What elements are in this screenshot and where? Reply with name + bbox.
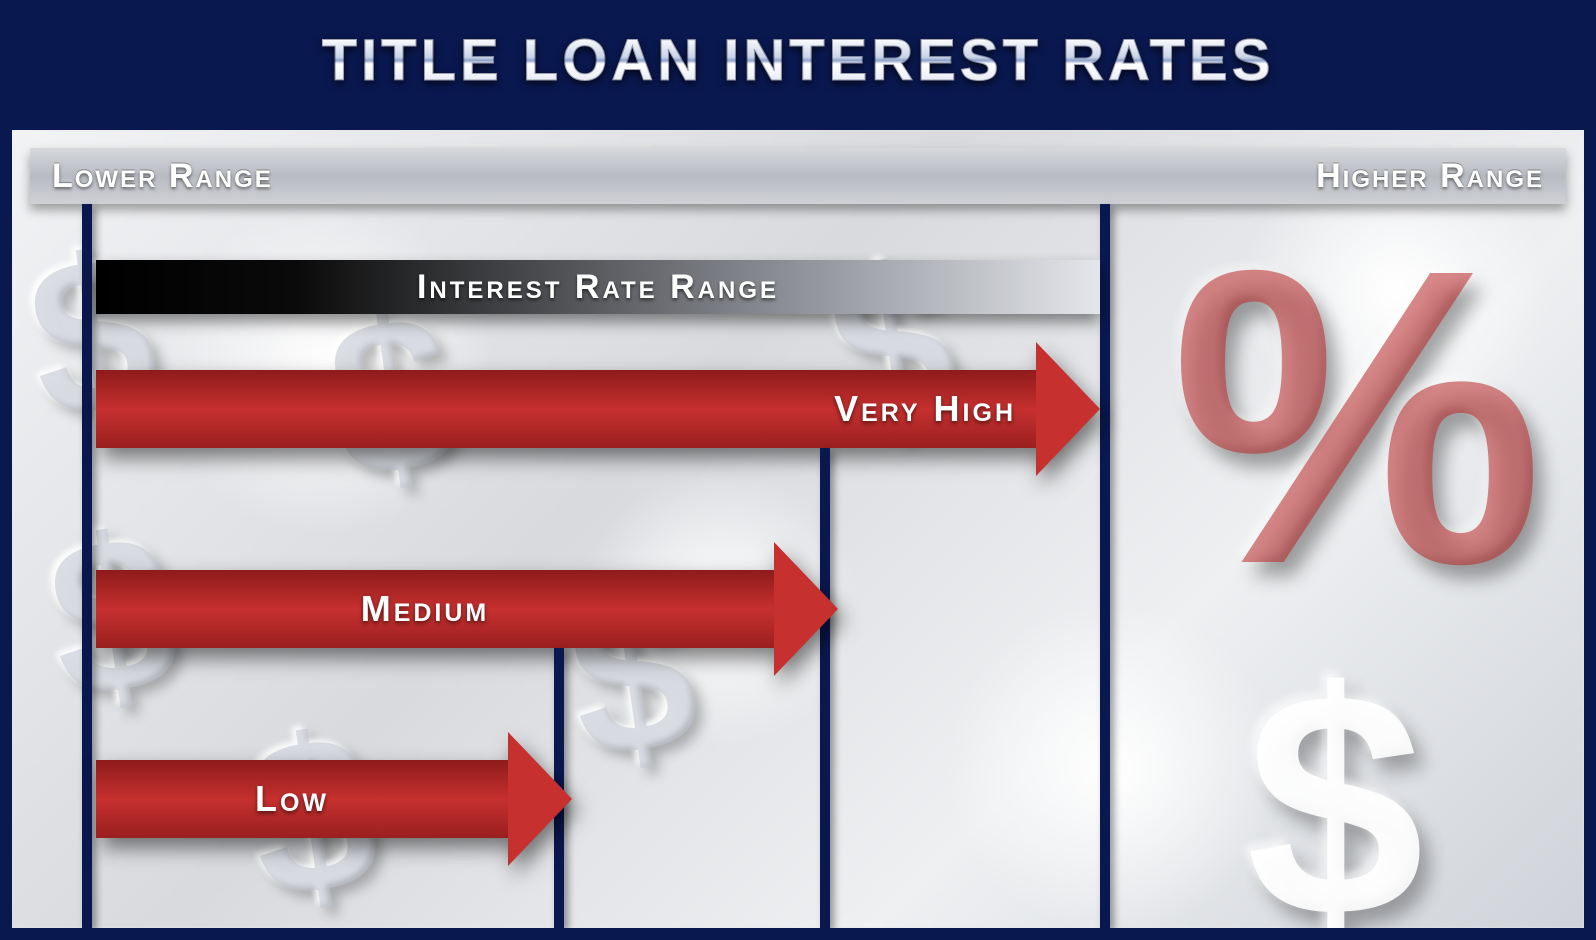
axis-label-higher: Higher Range [1316, 157, 1544, 196]
interest-rate-range-label: Interest Rate Range [417, 268, 779, 307]
arrow-very-high: Very High [96, 370, 1100, 448]
arrow-body: Very High [96, 370, 1036, 448]
arrow-body: Low [96, 760, 508, 838]
main-title: Title Loan Interest Rates [322, 27, 1275, 94]
arrow-head-icon [1036, 342, 1100, 476]
arrow-label-medium: Medium [361, 588, 510, 630]
guide-line-after-very-high [820, 448, 830, 928]
guide-line-lower [82, 204, 92, 928]
interest-rate-range-bar: Interest Rate Range [96, 260, 1100, 314]
axis-header-strip: Lower Range Higher Range [30, 148, 1566, 204]
arrow-head-icon [774, 542, 838, 676]
arrow-label-very-high: Very High [834, 388, 1036, 430]
title-bar: Title Loan Interest Rates [0, 0, 1596, 120]
guide-line-higher [1100, 204, 1110, 928]
arrow-body: Medium [96, 570, 774, 648]
infographic-frame: Title Loan Interest Rates $$$$$$ % $ Low… [0, 0, 1596, 940]
arrow-head-icon [508, 732, 572, 866]
axis-label-lower: Lower Range [52, 157, 273, 196]
chart-area: $$$$$$ % $ Lower Range Higher Range Inte… [12, 130, 1584, 928]
arrow-low: Low [96, 760, 572, 838]
arrow-label-low: Low [255, 778, 349, 820]
arrow-medium: Medium [96, 570, 838, 648]
